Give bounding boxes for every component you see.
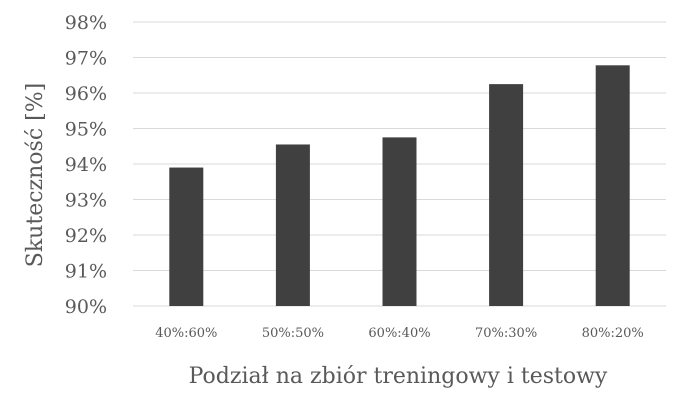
- y-tick-label: 96%: [65, 83, 107, 105]
- bars: [169, 65, 630, 306]
- y-tick-label: 90%: [65, 296, 107, 318]
- x-tick-label: 40%:60%: [155, 326, 217, 341]
- x-tick-labels: 40%:60% 50%:50% 60%:40% 70%:30% 80%:20%: [155, 326, 644, 341]
- x-tick-label: 80%:20%: [582, 326, 644, 341]
- y-tick-label: 95%: [65, 119, 107, 141]
- x-tick-label: 70%:30%: [475, 326, 537, 341]
- y-tick-label: 98%: [65, 12, 107, 34]
- x-tick-label: 50%:50%: [262, 326, 324, 341]
- y-tick-label: 94%: [65, 154, 107, 176]
- y-tick-label: 91%: [65, 261, 107, 283]
- bar: [595, 65, 630, 306]
- bar: [489, 84, 524, 306]
- y-tick-label: 92%: [65, 225, 107, 247]
- bar: [382, 137, 417, 306]
- bar: [275, 144, 310, 306]
- y-tick-labels: 90% 91% 92% 93% 94% 95% 96% 97% 98%: [65, 12, 107, 318]
- y-tick-label: 97%: [65, 48, 107, 70]
- bar: [169, 167, 204, 306]
- x-axis-title: Podział na zbiór treningowy i testowy: [189, 364, 608, 389]
- y-tick-label: 93%: [65, 190, 107, 212]
- y-axis-title: Skuteczność [%]: [23, 83, 48, 267]
- x-tick-label: 60%:40%: [368, 326, 430, 341]
